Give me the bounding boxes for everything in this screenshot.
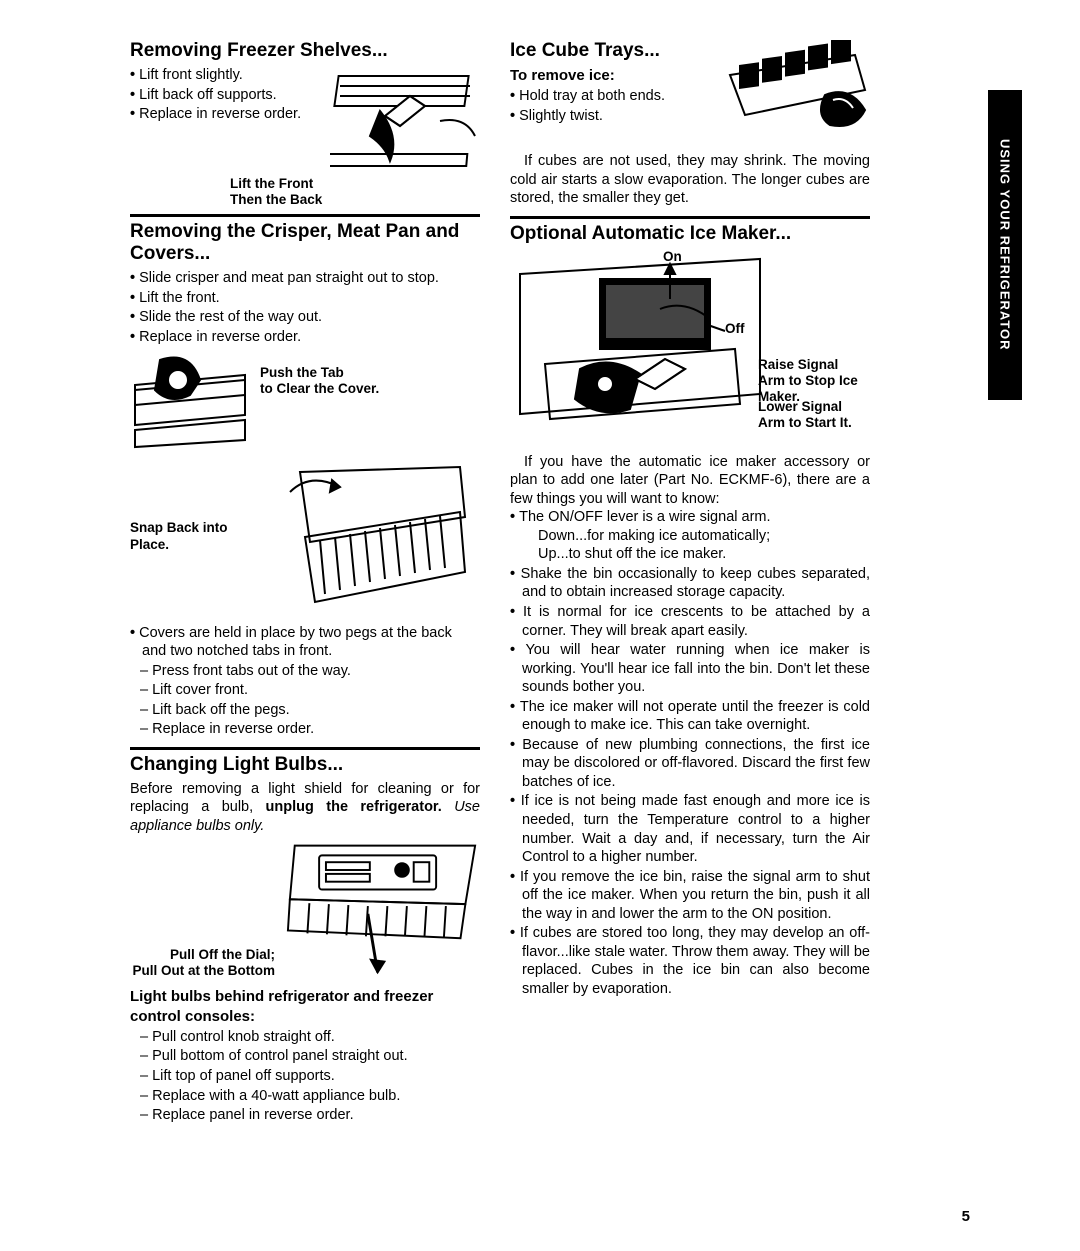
list-item: Slide the rest of the way out. (130, 308, 480, 327)
divider (130, 214, 480, 217)
list-item: Slide crisper and meat pan straight out … (130, 269, 480, 288)
remove-ice-steps: Hold tray at both ends. Slightly twist. (510, 87, 715, 125)
list-item: Pull bottom of control panel straight ou… (130, 1047, 480, 1066)
divider (130, 747, 480, 750)
list-item: Lift back off the pegs. (130, 701, 480, 720)
control-panel-illustration (285, 839, 480, 979)
list-item: Lift cover front. (130, 681, 480, 700)
list-item: Replace panel in reverse order. (130, 1106, 480, 1125)
push-tab-caption: Push the Tab to Clear the Cover. (260, 365, 379, 397)
shelves-steps: Lift front slightly. Lift back off suppo… (130, 66, 320, 125)
on-label: On (663, 249, 682, 265)
divider (510, 216, 870, 219)
snap-back-caption: Snap Back into Place. (130, 520, 270, 552)
ice-maker-illustration (510, 249, 770, 449)
ice-maker-tips: The ON/OFF lever is a wire signal arm. D… (510, 508, 870, 998)
covers-intro: Covers are held in place by two pegs at … (130, 624, 480, 661)
snap-back-illustration (280, 462, 470, 612)
heading-light-bulbs: Changing Light Bulbs... (130, 754, 480, 776)
heading-ice-trays: Ice Cube Trays... (510, 40, 715, 62)
list-item: Because of new plumbing connections, the… (510, 736, 870, 792)
list-item: Shake the bin occasionally to keep cubes… (510, 565, 870, 602)
page-content: Removing Freezer Shelves... Lift front s… (0, 0, 1080, 1156)
ice-tray-illustration (725, 40, 870, 140)
light-intro: Before removing a light shield for clean… (130, 780, 480, 836)
list-item: Replace in reverse order. (130, 328, 480, 347)
console-subtitle: Light bulbs behind refrigerator and free… (130, 987, 480, 1025)
list-item: The ON/OFF lever is a wire signal arm. D… (510, 508, 870, 564)
list-item: You will hear water running when ice mak… (510, 641, 870, 697)
list-item: Replace with a 40-watt appliance bulb. (130, 1087, 480, 1106)
list-item: It is normal for ice crescents to be att… (510, 603, 870, 640)
list-item: Lift top of panel off supports. (130, 1067, 480, 1086)
covers-steps: Press front tabs out of the way. Lift co… (130, 662, 480, 739)
lower-arm-caption: Lower Signal Arm to Start It. (758, 399, 878, 431)
list-item: Slightly twist. (510, 107, 715, 126)
heading-crisper: Removing the Crisper, Meat Pan and Cover… (130, 221, 480, 265)
ice-maker-intro: If you have the automatic ice maker acce… (510, 453, 870, 509)
heading-ice-maker: Optional Automatic Ice Maker... (510, 223, 870, 245)
crisper-steps: Slide crisper and meat pan straight out … (130, 269, 480, 346)
list-item: If cubes are stored too long, they may d… (510, 924, 870, 998)
ice-maker-figure: On Off Raise Signal Arm to Stop Ice Make… (510, 249, 870, 449)
side-tab: USING YOUR REFRIGERATOR (988, 90, 1022, 400)
list-item: Replace in reverse order. (130, 105, 320, 124)
right-column: Ice Cube Trays... To remove ice: Hold tr… (510, 40, 870, 1126)
shelves-illustration (330, 66, 480, 176)
list-item: Replace in reverse order. (130, 720, 480, 739)
list-item: Pull control knob straight off. (130, 1028, 480, 1047)
list-item: If you remove the ice bin, raise the sig… (510, 868, 870, 924)
push-tab-illustration (130, 355, 250, 450)
ice-shrink-para: If cubes are not used, they may shrink. … (510, 152, 870, 208)
heading-freezer-shelves: Removing Freezer Shelves... (130, 40, 480, 62)
list-item: If ice is not being made fast enough and… (510, 792, 870, 866)
shelves-caption: Lift the Front Then the Back (230, 176, 480, 208)
off-label: Off (725, 321, 745, 337)
list-item: Hold tray at both ends. (510, 87, 715, 106)
list-item: The ice maker will not operate until the… (510, 698, 870, 735)
left-column: Removing Freezer Shelves... Lift front s… (130, 40, 480, 1126)
list-item: Lift back off supports. (130, 86, 320, 105)
remove-ice-subtitle: To remove ice: (510, 66, 715, 85)
console-steps: Pull control knob straight off. Pull bot… (130, 1028, 480, 1125)
pull-dial-caption: Pull Off the Dial; Pull Out at the Botto… (130, 947, 275, 979)
list-item: Press front tabs out of the way. (130, 662, 480, 681)
covers-intro-list: Covers are held in place by two pegs at … (130, 624, 480, 661)
list-item: Lift front slightly. (130, 66, 320, 85)
page-number: 5 (962, 1208, 970, 1225)
list-item: Lift the front. (130, 289, 480, 308)
